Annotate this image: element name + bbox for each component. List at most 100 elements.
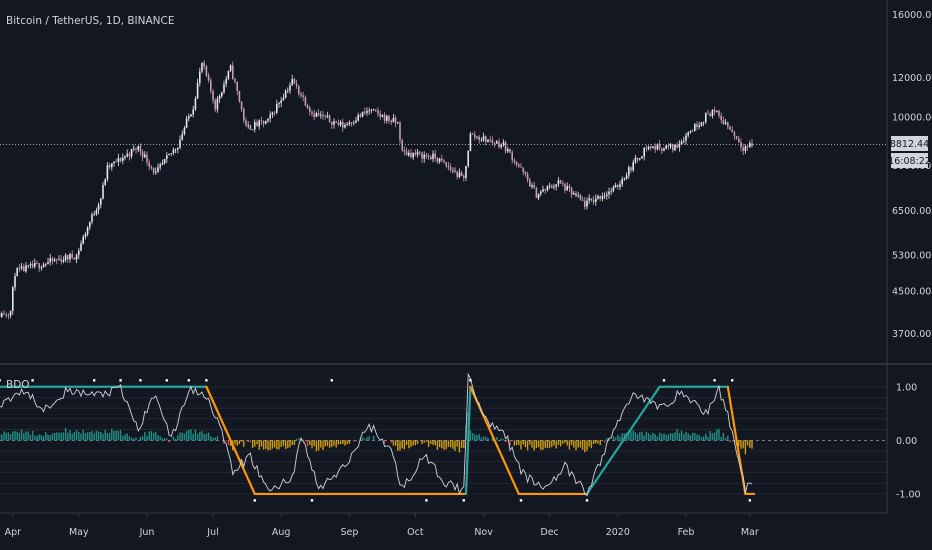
histogram-bar bbox=[3, 431, 5, 441]
candle-body bbox=[463, 175, 465, 179]
candle-body bbox=[588, 198, 590, 201]
histogram-bar bbox=[366, 437, 368, 441]
histogram-bar bbox=[183, 433, 186, 441]
candle-body bbox=[683, 140, 685, 142]
histogram-bar bbox=[742, 440, 744, 449]
candle-body bbox=[383, 115, 386, 121]
histogram-bar bbox=[313, 440, 315, 447]
candle-body bbox=[570, 188, 573, 195]
candle-body bbox=[513, 160, 516, 162]
price-axis[interactable]: 16000.0012000.0010000.008000.006500.0053… bbox=[886, 0, 932, 513]
histogram-bar bbox=[34, 435, 36, 441]
candle-body bbox=[566, 186, 568, 191]
histogram-bar bbox=[203, 433, 205, 441]
candle-body bbox=[89, 221, 91, 228]
histogram-bar bbox=[84, 433, 87, 441]
candle-body bbox=[172, 149, 175, 154]
signal-marker bbox=[585, 499, 589, 502]
histogram-bar bbox=[445, 440, 447, 450]
candle-body bbox=[377, 110, 379, 114]
candle-body bbox=[108, 165, 111, 168]
candle-body bbox=[159, 164, 161, 168]
histogram-bar bbox=[58, 432, 60, 441]
candle-body bbox=[401, 140, 403, 151]
candle-body bbox=[573, 193, 575, 195]
candle-body bbox=[361, 111, 364, 117]
signal-marker bbox=[139, 379, 142, 382]
candle-body bbox=[643, 147, 645, 157]
histogram-bar bbox=[469, 430, 472, 441]
histogram-bar bbox=[40, 434, 43, 441]
time-axis[interactable]: Apr May Jun Jul Aug Sep Oct Nov Dec 2020 Feb Mar bbox=[0, 512, 887, 538]
candle-body bbox=[438, 158, 441, 162]
histogram-bar bbox=[533, 440, 535, 451]
histogram-bar bbox=[276, 440, 278, 450]
histogram-bar bbox=[339, 440, 342, 445]
signal-marker bbox=[425, 499, 428, 502]
candle-body bbox=[656, 144, 659, 150]
histogram-bar bbox=[414, 440, 417, 446]
histogram-bar bbox=[718, 428, 720, 441]
candle-body bbox=[619, 184, 621, 188]
candle-body bbox=[234, 79, 236, 82]
candle-body bbox=[658, 144, 661, 149]
candle-body bbox=[115, 161, 117, 163]
oscillator-tick-label: 1.00 bbox=[896, 382, 917, 393]
candle-body bbox=[185, 118, 188, 128]
candle-body bbox=[229, 65, 232, 71]
candle-body bbox=[744, 146, 747, 152]
histogram-bar bbox=[630, 431, 632, 441]
histogram-bar bbox=[738, 440, 740, 447]
candle-body bbox=[727, 122, 729, 127]
histogram-bar bbox=[632, 430, 634, 441]
last-price-tag bbox=[891, 136, 928, 151]
candle-body bbox=[298, 85, 300, 94]
histogram-bar bbox=[115, 430, 117, 441]
oscillator-pane[interactable]: BDO bbox=[0, 372, 887, 502]
histogram-bar bbox=[247, 440, 249, 443]
histogram-bar bbox=[328, 440, 331, 448]
candle-body bbox=[678, 144, 681, 148]
signal-marker bbox=[0, 379, 1, 382]
histogram-bar bbox=[588, 440, 590, 447]
candle-body bbox=[333, 121, 335, 125]
time-axis-label: Mar bbox=[741, 527, 759, 538]
trend-segment bbox=[469, 385, 520, 496]
candle-body bbox=[735, 136, 738, 139]
histogram-bar bbox=[196, 433, 199, 441]
candle-body bbox=[742, 147, 744, 152]
histogram-bar bbox=[698, 434, 700, 441]
histogram-bar bbox=[9, 434, 12, 441]
histogram-bar bbox=[82, 429, 84, 441]
candle-body bbox=[621, 179, 623, 185]
candle-body bbox=[562, 183, 564, 185]
price-pane[interactable]: Bitcoin / TetherUS, 1D, BINANCE bbox=[0, 0, 887, 363]
histogram-bar bbox=[62, 432, 65, 441]
candle-body bbox=[456, 171, 458, 177]
candle-body bbox=[555, 184, 557, 187]
candle-body bbox=[471, 133, 474, 135]
histogram-bar bbox=[654, 434, 656, 441]
candle-body bbox=[397, 122, 399, 124]
signal-marker bbox=[462, 499, 465, 502]
histogram-bar bbox=[416, 440, 419, 444]
candle-body bbox=[702, 121, 705, 123]
candle-body bbox=[617, 185, 619, 188]
candle-body bbox=[529, 179, 531, 187]
histogram-bar bbox=[273, 440, 276, 448]
candle-body bbox=[95, 210, 98, 215]
histogram-bar bbox=[254, 440, 256, 447]
candle-body bbox=[724, 122, 727, 125]
histogram-bar bbox=[403, 440, 406, 450]
histogram-bar bbox=[229, 440, 232, 447]
candle-body bbox=[511, 152, 513, 161]
histogram-bar bbox=[553, 440, 555, 446]
candle-body bbox=[467, 150, 469, 166]
candle-body bbox=[317, 113, 320, 116]
histogram-bar bbox=[526, 440, 529, 451]
price-tick-labels: 16000.0012000.0010000.008000.006500.0053… bbox=[892, 10, 932, 340]
histogram-bar bbox=[537, 440, 540, 448]
candle-body bbox=[386, 115, 388, 121]
histogram-bar bbox=[108, 432, 111, 441]
